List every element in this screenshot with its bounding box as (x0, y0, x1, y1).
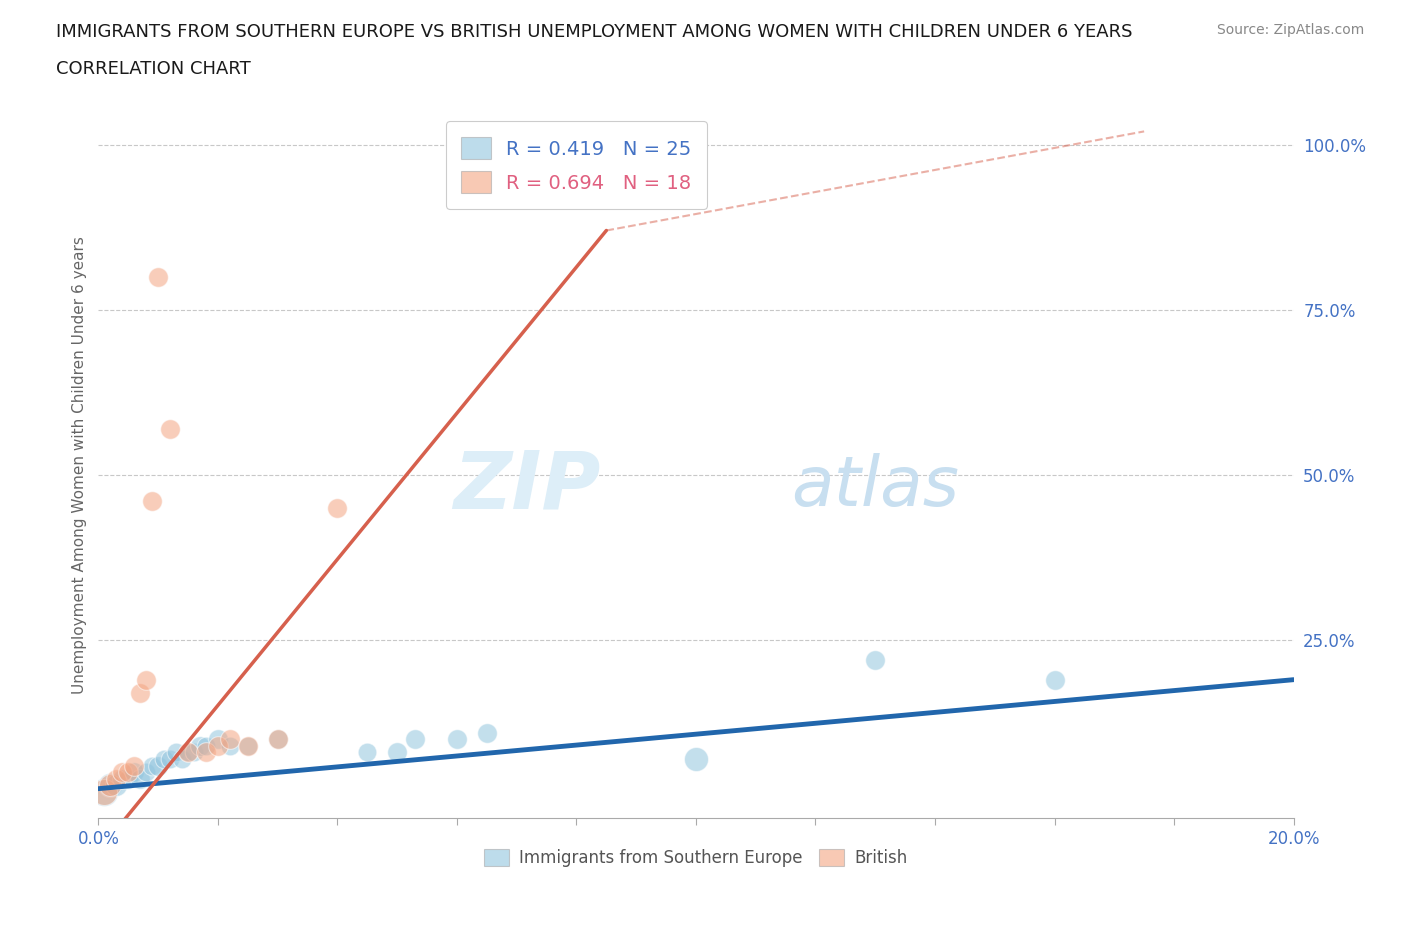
Point (356, 745, 378, 760)
Point (135, 672, 157, 687)
Point (165, 745, 187, 760)
Point (129, 685, 152, 700)
Point (141, 758, 163, 773)
Point (159, 421, 181, 436)
Point (93, 785, 115, 800)
Point (1043, 672, 1066, 687)
Point (148, 758, 170, 773)
Point (404, 732, 426, 747)
Point (326, 500, 349, 515)
Point (207, 732, 229, 747)
Point (117, 771, 139, 786)
Point (111, 764, 134, 779)
Point (172, 751, 194, 766)
Point (159, 751, 181, 766)
Point (117, 764, 139, 779)
Text: IMMIGRANTS FROM SOUTHERN EUROPE VS BRITISH UNEMPLOYMENT AMONG WOMEN WITH CHILDRE: IMMIGRANTS FROM SOUTHERN EUROPE VS BRITI… (56, 23, 1133, 41)
Point (124, 758, 146, 773)
Point (105, 777, 128, 792)
Point (129, 771, 152, 786)
Point (111, 771, 134, 786)
Point (865, 653, 887, 668)
Point (188, 738, 211, 753)
Point (93, 785, 115, 800)
Point (207, 738, 229, 753)
Point (124, 764, 146, 779)
Point (135, 764, 157, 779)
Point (267, 732, 290, 747)
Point (446, 732, 468, 747)
Point (195, 738, 218, 753)
Point (148, 270, 170, 285)
Point (506, 157, 529, 172)
Point (475, 725, 498, 740)
Point (236, 738, 259, 753)
Point (195, 745, 218, 760)
Point (98, 777, 122, 792)
Text: CORRELATION CHART: CORRELATION CHART (56, 60, 252, 78)
Point (385, 745, 409, 760)
Y-axis label: Unemployment Among Women with Children Under 6 years: Unemployment Among Women with Children U… (72, 236, 87, 694)
Text: ZIP: ZIP (453, 447, 600, 525)
Point (153, 751, 176, 766)
Legend: Immigrants from Southern Europe, British: Immigrants from Southern Europe, British (478, 843, 914, 873)
Point (177, 745, 200, 760)
Text: Source: ZipAtlas.com: Source: ZipAtlas.com (1216, 23, 1364, 37)
Point (98, 777, 122, 792)
Point (105, 771, 128, 786)
Point (685, 751, 707, 766)
Text: atlas: atlas (792, 453, 959, 520)
Point (236, 738, 259, 753)
Point (183, 745, 205, 760)
Point (267, 732, 290, 747)
Point (219, 732, 242, 747)
Point (141, 494, 163, 509)
Point (219, 738, 242, 753)
Point (177, 745, 200, 760)
